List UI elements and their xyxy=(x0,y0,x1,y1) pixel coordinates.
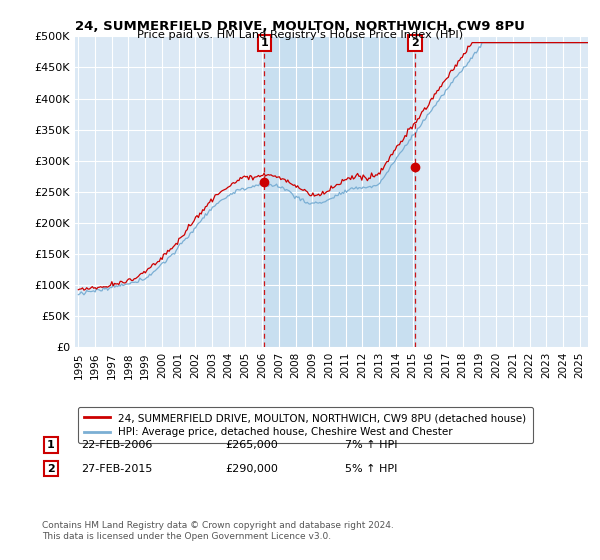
Text: 1: 1 xyxy=(260,38,268,48)
Text: 2: 2 xyxy=(47,464,55,474)
Bar xyxy=(265,36,415,347)
Text: Price paid vs. HM Land Registry's House Price Index (HPI): Price paid vs. HM Land Registry's House … xyxy=(137,30,463,40)
Text: 7% ↑ HPI: 7% ↑ HPI xyxy=(345,440,398,450)
Text: £290,000: £290,000 xyxy=(225,464,278,474)
Text: 24, SUMMERFIELD DRIVE, MOULTON, NORTHWICH, CW9 8PU: 24, SUMMERFIELD DRIVE, MOULTON, NORTHWIC… xyxy=(75,20,525,32)
Text: 1: 1 xyxy=(47,440,55,450)
Text: 5% ↑ HPI: 5% ↑ HPI xyxy=(345,464,397,474)
Text: £265,000: £265,000 xyxy=(225,440,278,450)
Text: 22-FEB-2006: 22-FEB-2006 xyxy=(81,440,152,450)
Text: 27-FEB-2015: 27-FEB-2015 xyxy=(81,464,152,474)
Text: Contains HM Land Registry data © Crown copyright and database right 2024.
This d: Contains HM Land Registry data © Crown c… xyxy=(42,521,394,540)
Legend: 24, SUMMERFIELD DRIVE, MOULTON, NORTHWICH, CW9 8PU (detached house), HPI: Averag: 24, SUMMERFIELD DRIVE, MOULTON, NORTHWIC… xyxy=(77,407,533,444)
Text: 2: 2 xyxy=(411,38,419,48)
